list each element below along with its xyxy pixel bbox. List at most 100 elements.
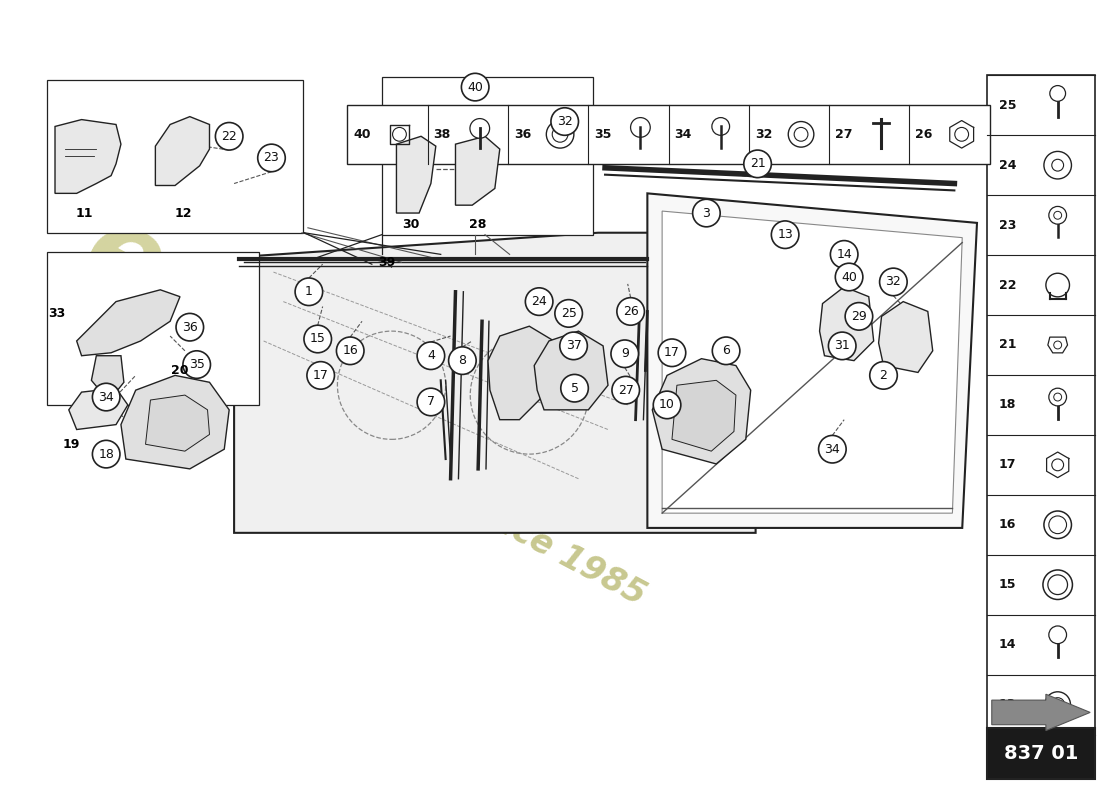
Text: 27: 27 bbox=[835, 128, 852, 141]
Circle shape bbox=[870, 362, 898, 389]
Text: 34: 34 bbox=[674, 128, 692, 141]
Text: 31: 31 bbox=[834, 339, 850, 352]
Text: 28: 28 bbox=[470, 218, 487, 231]
Text: 40: 40 bbox=[842, 270, 857, 283]
Polygon shape bbox=[1046, 452, 1069, 478]
Circle shape bbox=[653, 391, 681, 418]
Bar bbox=[987, 75, 1096, 734]
Polygon shape bbox=[535, 331, 608, 410]
Circle shape bbox=[835, 263, 862, 290]
Circle shape bbox=[1044, 511, 1071, 538]
Circle shape bbox=[554, 300, 582, 327]
Polygon shape bbox=[648, 194, 977, 528]
Polygon shape bbox=[662, 211, 962, 513]
Polygon shape bbox=[672, 380, 736, 451]
Text: 18: 18 bbox=[98, 448, 114, 461]
Circle shape bbox=[547, 121, 574, 148]
Polygon shape bbox=[145, 395, 209, 451]
Text: 36: 36 bbox=[514, 128, 531, 141]
Circle shape bbox=[257, 144, 285, 172]
Text: 3: 3 bbox=[703, 206, 711, 219]
Circle shape bbox=[1054, 393, 1062, 401]
Circle shape bbox=[552, 126, 568, 142]
Circle shape bbox=[183, 351, 210, 378]
Text: 10: 10 bbox=[659, 398, 675, 411]
Bar bbox=[47, 80, 303, 233]
Circle shape bbox=[461, 74, 488, 101]
Circle shape bbox=[1054, 341, 1062, 349]
Circle shape bbox=[1044, 151, 1071, 179]
Polygon shape bbox=[91, 356, 124, 392]
Text: 26: 26 bbox=[915, 128, 933, 141]
Circle shape bbox=[304, 326, 331, 353]
Circle shape bbox=[1048, 575, 1067, 594]
Circle shape bbox=[216, 122, 243, 150]
Circle shape bbox=[560, 332, 587, 360]
Polygon shape bbox=[455, 136, 499, 205]
Text: 38: 38 bbox=[433, 128, 451, 141]
Circle shape bbox=[417, 342, 444, 370]
Circle shape bbox=[1048, 626, 1067, 644]
Text: 35: 35 bbox=[189, 358, 205, 371]
Circle shape bbox=[744, 150, 771, 178]
Circle shape bbox=[526, 288, 553, 315]
Text: 17: 17 bbox=[999, 458, 1016, 471]
Text: 32: 32 bbox=[886, 275, 901, 289]
Circle shape bbox=[417, 388, 444, 416]
Circle shape bbox=[1049, 86, 1066, 102]
Circle shape bbox=[551, 108, 579, 135]
Polygon shape bbox=[77, 290, 180, 356]
Text: 13: 13 bbox=[999, 698, 1016, 711]
Text: 35: 35 bbox=[594, 128, 612, 141]
Circle shape bbox=[658, 339, 685, 366]
Text: 26: 26 bbox=[623, 305, 638, 318]
Text: 22: 22 bbox=[999, 278, 1016, 291]
Text: 25: 25 bbox=[561, 307, 576, 320]
Circle shape bbox=[176, 314, 204, 341]
Circle shape bbox=[1046, 274, 1069, 297]
Text: 1: 1 bbox=[305, 286, 312, 298]
Text: 837 01: 837 01 bbox=[1004, 744, 1078, 762]
Text: 33: 33 bbox=[48, 307, 66, 320]
Text: a passion for cars since 1985: a passion for cars since 1985 bbox=[152, 326, 651, 612]
Polygon shape bbox=[879, 302, 933, 373]
Text: 21: 21 bbox=[999, 338, 1016, 351]
Circle shape bbox=[818, 435, 846, 463]
Text: 16: 16 bbox=[999, 518, 1016, 531]
Text: 23: 23 bbox=[999, 218, 1016, 232]
Circle shape bbox=[610, 340, 638, 367]
Circle shape bbox=[295, 278, 322, 306]
Text: 30: 30 bbox=[403, 218, 420, 231]
Circle shape bbox=[92, 383, 120, 411]
Text: 6: 6 bbox=[722, 344, 730, 358]
Polygon shape bbox=[155, 117, 209, 186]
Circle shape bbox=[880, 268, 907, 296]
Text: 32: 32 bbox=[755, 128, 772, 141]
Circle shape bbox=[1052, 459, 1064, 470]
Text: 12: 12 bbox=[174, 206, 191, 219]
Circle shape bbox=[1048, 206, 1067, 224]
Polygon shape bbox=[234, 233, 756, 533]
Polygon shape bbox=[389, 125, 409, 144]
Text: 22: 22 bbox=[221, 130, 236, 142]
Text: 17: 17 bbox=[664, 346, 680, 359]
Text: 15: 15 bbox=[999, 578, 1016, 591]
Polygon shape bbox=[652, 358, 750, 464]
Circle shape bbox=[612, 376, 639, 404]
Text: 4: 4 bbox=[427, 350, 434, 362]
Circle shape bbox=[630, 118, 650, 138]
Circle shape bbox=[713, 337, 740, 365]
Text: 13: 13 bbox=[778, 228, 793, 241]
Text: 11: 11 bbox=[76, 206, 94, 219]
Circle shape bbox=[1054, 211, 1062, 219]
Circle shape bbox=[1045, 692, 1070, 718]
Circle shape bbox=[955, 127, 969, 142]
Text: 5: 5 bbox=[571, 382, 579, 394]
Bar bbox=[382, 78, 593, 234]
Text: 23: 23 bbox=[264, 151, 279, 165]
Circle shape bbox=[470, 118, 490, 138]
Circle shape bbox=[828, 332, 856, 360]
Circle shape bbox=[712, 118, 729, 135]
Text: eurocars: eurocars bbox=[66, 194, 600, 546]
Circle shape bbox=[771, 221, 799, 249]
